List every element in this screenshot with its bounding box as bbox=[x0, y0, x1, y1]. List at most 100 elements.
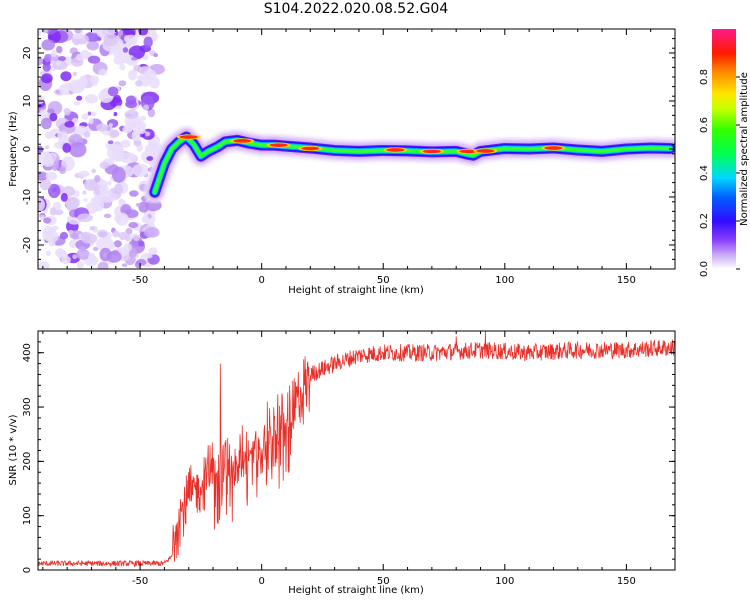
noise-blob bbox=[129, 190, 139, 197]
spectrogram-y-tick-label: -10 bbox=[22, 189, 33, 205]
noise-blob bbox=[73, 101, 81, 106]
spectrogram-y-tick-label: 10 bbox=[22, 95, 33, 108]
noise-blob bbox=[44, 131, 54, 140]
noise-blob bbox=[96, 236, 114, 252]
noise-blob bbox=[106, 250, 122, 263]
noise-blob bbox=[149, 76, 160, 89]
noise-blob bbox=[89, 226, 96, 231]
noise-blob bbox=[128, 247, 138, 258]
noise-blob bbox=[107, 86, 119, 97]
ridge-peak bbox=[476, 149, 495, 153]
noise-blob bbox=[45, 171, 58, 181]
noise-blob bbox=[45, 229, 59, 243]
ridge-peak bbox=[179, 135, 198, 139]
noise-blob bbox=[76, 249, 91, 260]
noise-blob bbox=[119, 63, 126, 71]
noise-blob bbox=[39, 177, 51, 191]
noise-blob bbox=[61, 255, 71, 265]
snr-axes: -50 0 50 100 150 0 100 200 300 400 bbox=[22, 330, 676, 587]
spectrogram-plot: -50 0 50 100 150 -20 -10 0 10 20 Height of straig… bbox=[8, 28, 676, 296]
spectrogram-y-tick-label: -20 bbox=[22, 237, 33, 253]
noise-blob bbox=[38, 94, 45, 105]
noise-blob bbox=[113, 50, 122, 59]
noise-blob bbox=[93, 198, 104, 212]
noise-blob bbox=[41, 39, 55, 51]
noise-blob bbox=[115, 212, 129, 226]
noise-blob bbox=[91, 168, 97, 174]
spectrogram-y-axis-label: Frequency (Hz) bbox=[8, 111, 19, 187]
noise-blob bbox=[49, 207, 57, 216]
noise-blob bbox=[94, 174, 101, 183]
ridge-layer bbox=[143, 126, 675, 204]
noise-blob bbox=[42, 157, 55, 167]
noise-blob bbox=[120, 139, 131, 148]
noise-blob bbox=[59, 231, 69, 240]
noise-blob bbox=[64, 196, 80, 210]
noise-blob bbox=[63, 107, 71, 116]
snr-y-tick-label: 300 bbox=[22, 397, 33, 416]
snr-series-line bbox=[38, 331, 675, 568]
snr-x-tick-label: 0 bbox=[258, 576, 264, 587]
noise-blob bbox=[103, 213, 112, 219]
noise-blob bbox=[72, 71, 78, 77]
noise-blob bbox=[128, 45, 146, 60]
noise-blob bbox=[86, 41, 100, 51]
noise-blob bbox=[76, 261, 84, 269]
noise-blob bbox=[92, 246, 99, 251]
noise-blob bbox=[98, 190, 117, 203]
noise-blob bbox=[136, 75, 144, 81]
noise-blob bbox=[124, 109, 139, 119]
noise-blob bbox=[77, 213, 93, 223]
noise-blob bbox=[60, 71, 72, 82]
noise-blob bbox=[58, 55, 67, 62]
noise-blob bbox=[64, 121, 75, 128]
noise-blob bbox=[123, 54, 135, 64]
noise-blob bbox=[145, 253, 153, 259]
noise-blob bbox=[72, 33, 84, 40]
noise-blob bbox=[56, 45, 63, 54]
noise-blob bbox=[109, 129, 120, 138]
noise-blob bbox=[38, 56, 44, 66]
spectrogram-x-tick-label: 50 bbox=[377, 275, 390, 286]
snr-y-tick-label: 0 bbox=[22, 567, 33, 573]
noise-blob bbox=[45, 250, 51, 256]
snr-plot: -50 0 50 100 150 0 100 200 300 400 Height of stra… bbox=[8, 330, 676, 596]
ridge-peak bbox=[459, 149, 478, 154]
noise-blob bbox=[147, 108, 156, 118]
snr-frame bbox=[37, 330, 676, 571]
noise-blob bbox=[103, 33, 119, 47]
snr-x-tick-label: 100 bbox=[495, 576, 514, 587]
noise-blob bbox=[104, 29, 117, 35]
noise-blob bbox=[123, 122, 136, 132]
noise-blob bbox=[135, 80, 143, 87]
noise-blob bbox=[74, 29, 82, 34]
noise-blob bbox=[122, 47, 129, 53]
noise-blob bbox=[38, 197, 45, 212]
noise-blob bbox=[96, 229, 108, 238]
noise-blob bbox=[71, 117, 79, 124]
noise-blob bbox=[118, 80, 127, 87]
colorbar-gradient bbox=[712, 29, 736, 269]
noise-blob bbox=[78, 79, 85, 87]
noise-blob bbox=[113, 240, 122, 248]
noise-blob bbox=[125, 228, 133, 235]
noise-blob bbox=[41, 73, 53, 84]
noise-blob bbox=[51, 49, 57, 58]
noise-blob bbox=[153, 53, 159, 58]
noise-blob bbox=[133, 234, 140, 241]
noise-blob bbox=[125, 100, 138, 109]
spectrogram-x-tick-label: -50 bbox=[132, 275, 148, 286]
spectrogram-x-tick-label: 100 bbox=[495, 275, 514, 286]
noise-blob bbox=[91, 111, 97, 117]
noise-blob bbox=[107, 140, 114, 145]
noise-blob bbox=[62, 142, 72, 153]
ridge-peak bbox=[269, 143, 288, 147]
noise-blob bbox=[44, 145, 50, 149]
snr-y-tick-label: 100 bbox=[22, 506, 33, 525]
snr-x-tick-label: -50 bbox=[132, 576, 148, 587]
noise-blob bbox=[82, 190, 87, 195]
noise-blob bbox=[75, 53, 84, 61]
noise-blob bbox=[109, 123, 113, 127]
noise-blob bbox=[138, 240, 145, 247]
